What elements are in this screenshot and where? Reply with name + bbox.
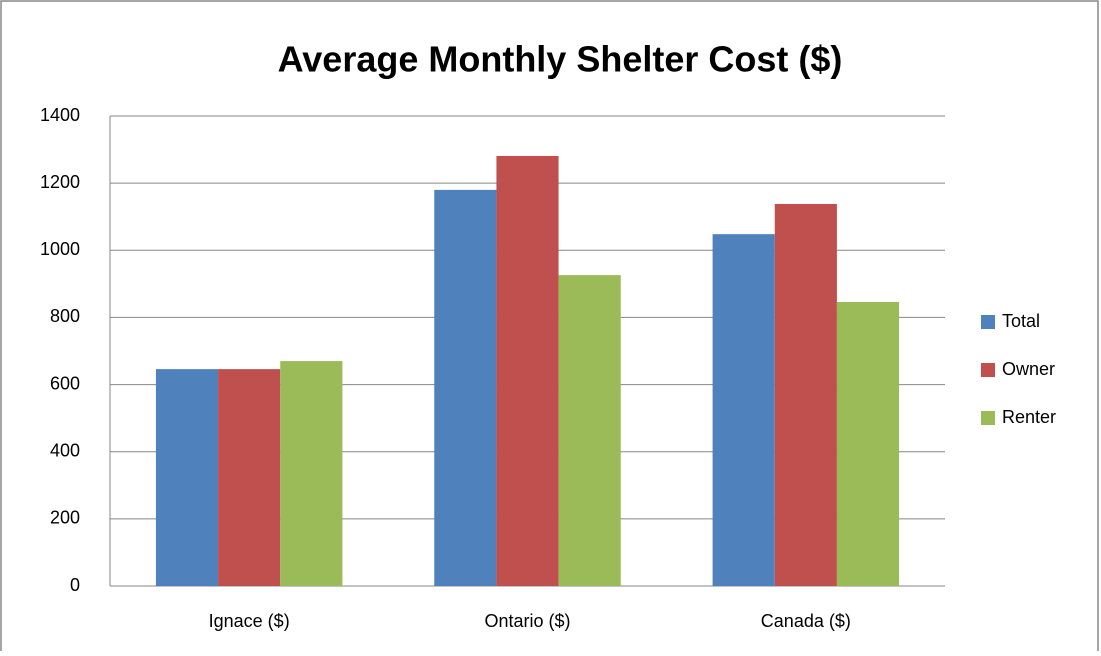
bar bbox=[712, 234, 775, 586]
legend-swatch bbox=[981, 411, 995, 425]
bar bbox=[558, 275, 621, 586]
y-tick-label: 400 bbox=[50, 440, 80, 460]
bar bbox=[836, 301, 900, 586]
legend-swatch bbox=[981, 363, 995, 377]
legend-label: Owner bbox=[1002, 359, 1055, 379]
bar bbox=[218, 369, 281, 586]
legend-swatch bbox=[981, 315, 995, 329]
y-tick-label: 0 bbox=[70, 575, 80, 595]
bar bbox=[496, 155, 559, 586]
y-tick-label: 200 bbox=[50, 508, 80, 528]
x-tick-label: Ontario ($) bbox=[484, 611, 570, 631]
bar bbox=[155, 369, 219, 586]
y-tick-label: 1400 bbox=[40, 105, 80, 125]
y-tick-label: 1000 bbox=[40, 239, 80, 259]
y-tick-label: 600 bbox=[50, 373, 80, 393]
bar bbox=[774, 203, 837, 586]
x-tick-label: Canada ($) bbox=[761, 611, 851, 631]
legend-label: Total bbox=[1002, 311, 1040, 331]
y-tick-label: 800 bbox=[50, 306, 80, 326]
x-tick-label: Ignace ($) bbox=[209, 611, 290, 631]
bar bbox=[280, 361, 343, 586]
chart-title: Average Monthly Shelter Cost ($) bbox=[278, 39, 843, 80]
bar bbox=[434, 189, 497, 586]
y-tick-label: 1200 bbox=[40, 172, 80, 192]
legend-label: Renter bbox=[1002, 407, 1056, 427]
